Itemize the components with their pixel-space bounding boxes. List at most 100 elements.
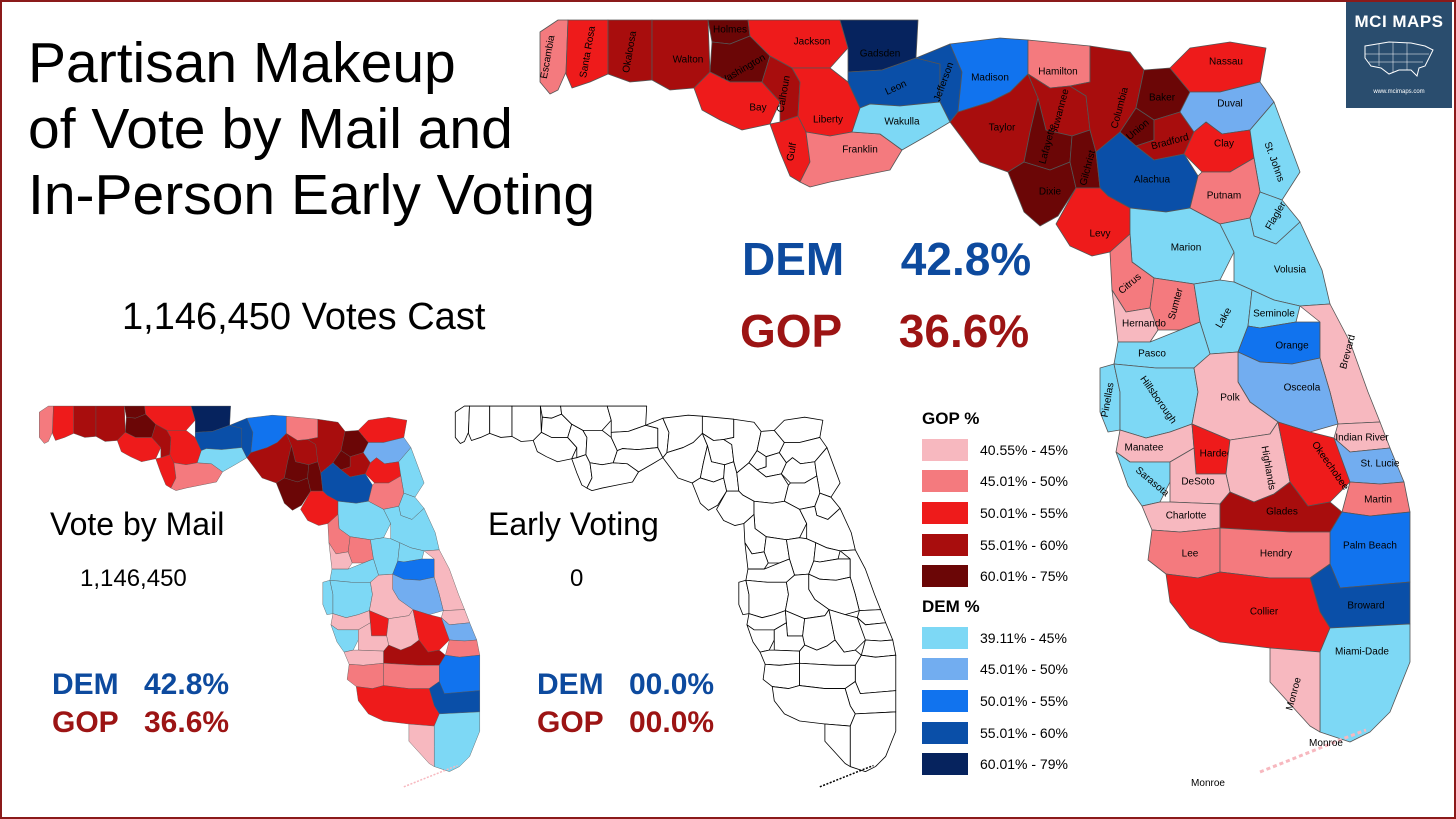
dem-legend-range: 45.01% - 50% — [980, 661, 1068, 678]
ev-dem-label: DEM — [537, 668, 604, 701]
ev-dem-value: 00.0% — [629, 668, 715, 701]
county-collier — [771, 685, 856, 727]
county-sumter — [347, 536, 374, 564]
county-label: Alachua — [1134, 175, 1171, 186]
county-escambia — [539, 19, 569, 95]
county-lee — [346, 663, 384, 689]
county-label: Polk — [1220, 393, 1240, 404]
page-title: Partisan Makeup of Vote by Mail and In-P… — [28, 30, 708, 228]
gop-legend-swatch — [922, 470, 968, 493]
county-franklin — [586, 462, 639, 492]
county-hendry — [799, 662, 856, 689]
ev-gop-stat: GOP 00.0% — [537, 706, 714, 740]
county-dixie — [276, 477, 311, 511]
county-label: Franklin — [842, 145, 878, 156]
county-lee — [762, 662, 800, 689]
county-label: Putnam — [1207, 191, 1241, 202]
county-bay — [532, 431, 578, 463]
vote-by-mail-count: 1,146,450 — [80, 565, 187, 592]
dem-legend-range: 39.11% - 45% — [980, 629, 1067, 646]
county-label: Miami-Dade — [1335, 647, 1389, 658]
title-line-1: Partisan Makeup — [28, 31, 456, 95]
county-label: Nassau — [1209, 57, 1243, 68]
county-label: Gulf — [785, 142, 799, 162]
gop-legend-range: 60.01% - 75% — [980, 568, 1068, 585]
dem-legend-row: 60.01% - 79% — [922, 748, 1092, 780]
county-monroe — [1269, 647, 1321, 733]
county-franklin — [799, 131, 903, 188]
gop-legend-range: 55.01% - 60% — [980, 536, 1068, 553]
vote-by-mail-label: Vote by Mail — [50, 506, 225, 542]
county-bay — [117, 432, 161, 462]
ev-gop-value: 00.0% — [629, 706, 715, 739]
vbm-dem-value: 42.8% — [144, 668, 230, 701]
vbm-gop-stat: GOP 36.6% — [52, 706, 229, 740]
overall-dem-label: DEM — [742, 233, 845, 285]
logo-title: MCI MAPS — [1354, 12, 1444, 31]
county-sarasota — [1115, 451, 1171, 507]
dem-legend-row: 45.01% - 50% — [922, 654, 1092, 686]
dem-legend-swatch — [922, 626, 968, 649]
county-label: Hardee — [1200, 449, 1233, 460]
county-miami-dade — [1319, 623, 1411, 743]
county-charlotte — [759, 649, 800, 666]
gop-legend-swatch — [922, 533, 968, 556]
gop-legend-swatch — [922, 501, 968, 524]
county-label: Gadsden — [860, 49, 901, 60]
vbm-dem-label: DEM — [52, 668, 119, 701]
county-label: Martin — [1364, 495, 1392, 506]
county-okaloosa — [73, 405, 97, 438]
county-label: Levy — [1089, 229, 1110, 240]
county-collier — [1165, 571, 1331, 653]
gop-legend-row: 45.01% - 50% — [922, 466, 1092, 498]
county-label: Jackson — [794, 37, 831, 48]
county-label: Osceola — [1284, 383, 1321, 394]
gop-legend-row: 50.01% - 55% — [922, 497, 1092, 529]
county-label: Bay — [749, 103, 766, 114]
county-label: DeSoto — [1181, 477, 1215, 488]
county-martin — [860, 639, 897, 658]
county-label: Clay — [1214, 139, 1234, 150]
vote-by-mail-map — [39, 405, 480, 788]
county-hendry — [383, 663, 440, 689]
county-sarasota — [746, 624, 775, 653]
county-sarasota — [330, 624, 359, 653]
mci-maps-logo: MCI MAPS www.mcimaps.com — [1346, 2, 1452, 108]
dem-legend-row: 39.11% - 45% — [922, 622, 1092, 654]
county-label: Marion — [1171, 243, 1202, 254]
dem-legend-range: 60.01% - 79% — [980, 756, 1068, 773]
votes-cast-total: 1,146,450 Votes Cast — [122, 296, 486, 338]
county-label: Wakulla — [884, 117, 920, 128]
county-label: Lee — [1182, 549, 1199, 560]
title-line-3: In-Person Early Voting — [28, 163, 596, 227]
overall-dem-stat: DEM 42.8% — [742, 232, 1031, 286]
overall-dem-value: 42.8% — [900, 233, 1032, 285]
county-label: Liberty — [813, 115, 843, 126]
early-voting-label: Early Voting — [488, 506, 659, 542]
early-voting-map — [454, 405, 897, 788]
ev-gop-label: GOP — [537, 706, 604, 739]
florida-keys — [403, 764, 458, 788]
county-label: St. Lucie — [1361, 459, 1400, 470]
county-dixie — [1007, 161, 1077, 227]
county-label: Charlotte — [1166, 511, 1207, 522]
overall-gop-label: GOP — [740, 305, 843, 357]
florida-keys — [1259, 728, 1367, 774]
logo-url: www.mcimaps.com — [1373, 89, 1425, 95]
county-label: Madison — [971, 73, 1009, 84]
county-wakulla — [197, 447, 248, 473]
county-bay — [693, 71, 781, 131]
county-walton — [511, 405, 542, 442]
map-legend: GOP % 40.55% - 45% 45.01% - 50% 50.01% - 5… — [922, 404, 1092, 780]
early-voting-count: 0 — [570, 565, 584, 592]
county-label: Palm Beach — [1343, 541, 1397, 552]
overall-gop-stat: GOP 36.6% — [740, 304, 1029, 358]
keys-label: Monroe — [1309, 738, 1343, 749]
county-escambia — [39, 405, 54, 444]
county-label: Manatee — [1125, 443, 1164, 454]
title-line-2: of Vote by Mail and — [28, 97, 513, 161]
county-label: Baker — [1149, 93, 1176, 104]
dem-legend-row: 50.01% - 55% — [922, 685, 1092, 717]
ev-dem-stat: DEM 00.0% — [537, 668, 714, 702]
